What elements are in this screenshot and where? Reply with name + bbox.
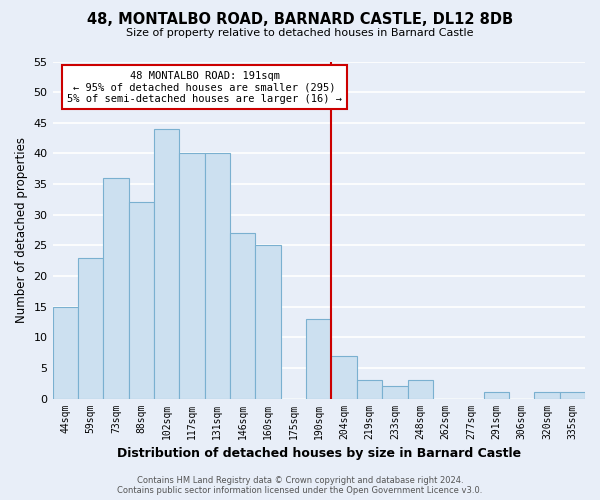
Text: 48 MONTALBO ROAD: 191sqm
← 95% of detached houses are smaller (295)
5% of semi-d: 48 MONTALBO ROAD: 191sqm ← 95% of detach… — [67, 70, 342, 104]
Bar — [534, 392, 560, 398]
Bar — [306, 319, 331, 398]
Bar — [331, 356, 357, 399]
Bar — [560, 392, 585, 398]
Bar — [154, 129, 179, 398]
Bar — [179, 154, 205, 398]
Text: 48, MONTALBO ROAD, BARNARD CASTLE, DL12 8DB: 48, MONTALBO ROAD, BARNARD CASTLE, DL12 … — [87, 12, 513, 28]
Y-axis label: Number of detached properties: Number of detached properties — [15, 137, 28, 323]
Bar — [128, 202, 154, 398]
Bar — [53, 306, 78, 398]
Bar — [484, 392, 509, 398]
Text: Size of property relative to detached houses in Barnard Castle: Size of property relative to detached ho… — [126, 28, 474, 38]
Bar — [407, 380, 433, 398]
Bar — [382, 386, 407, 398]
Bar — [78, 258, 103, 398]
Bar — [205, 154, 230, 398]
Bar — [230, 233, 256, 398]
Bar — [103, 178, 128, 398]
X-axis label: Distribution of detached houses by size in Barnard Castle: Distribution of detached houses by size … — [117, 447, 521, 460]
Bar — [357, 380, 382, 398]
Bar — [256, 246, 281, 398]
Text: Contains HM Land Registry data © Crown copyright and database right 2024.
Contai: Contains HM Land Registry data © Crown c… — [118, 476, 482, 495]
